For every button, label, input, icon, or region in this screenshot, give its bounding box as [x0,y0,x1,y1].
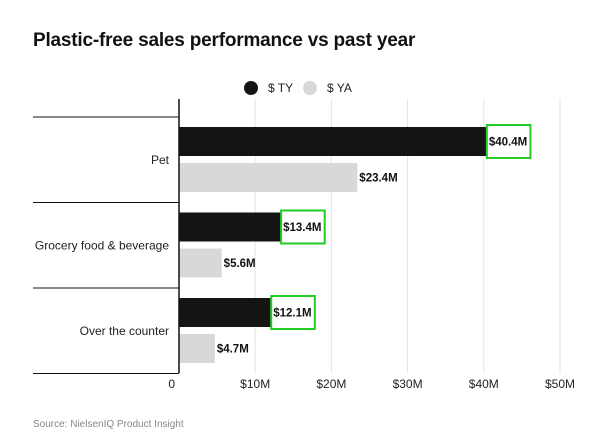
x-tick-label: $40M [469,377,499,391]
legend-swatch-ya [303,81,317,95]
highlight-box [485,124,532,159]
source-note: Source: NielsenIQ Product Insight [33,419,184,430]
bar-ya [179,248,222,278]
category-label: Pet [151,153,170,167]
x-tick-label: $20M [316,377,346,391]
legend-label-ty: $ TY [268,81,293,95]
value-label-ya: $4.7M [217,344,249,356]
bar-ty [179,298,272,327]
bar-ty [179,212,282,242]
legend-label-ya: $ YA [327,81,352,95]
value-label-ty: $13.4M [283,222,321,234]
bar-ya [179,334,215,363]
highlight-box [280,209,326,245]
category-label: Grocery food & beverage [35,238,169,252]
x-tick-label: $30M [393,377,423,391]
chart-title: Plastic-free sales performance vs past y… [33,30,416,51]
x-tick-label: $10M [240,377,270,391]
bar-ya [179,163,358,192]
category-label: Over the counter [80,324,169,338]
value-label-ya: $5.6M [224,258,256,270]
x-tick-label: $50M [545,377,575,391]
bar-ty [179,127,487,156]
value-label-ty: $12.1M [273,308,311,320]
value-label-ya: $23.4M [359,173,397,185]
highlight-box [270,295,316,330]
x-tick-label: 0 [168,377,175,391]
legend-swatch-ty [244,81,258,95]
value-label-ty: $40.4M [489,137,527,149]
